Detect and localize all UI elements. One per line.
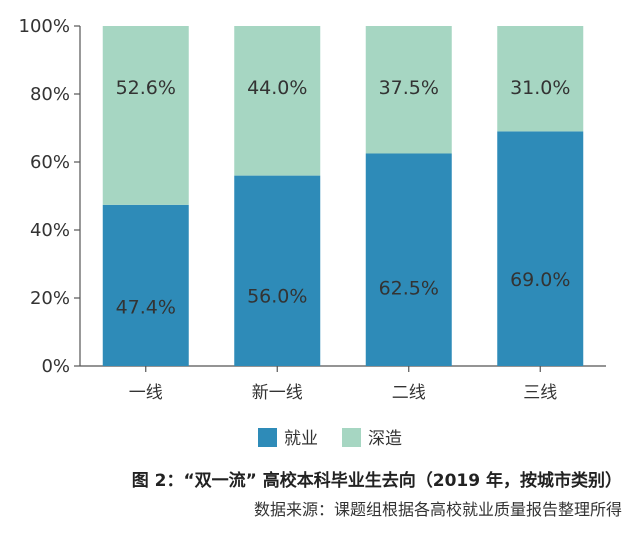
y-tick-label: 80% <box>30 84 70 105</box>
data-label: 47.4% <box>116 296 176 318</box>
x-tick-label: 一线 <box>129 383 163 403</box>
y-tick-label: 100% <box>19 16 70 37</box>
legend: 就业 深造 <box>258 428 402 449</box>
bars <box>102 26 584 366</box>
legend-swatch <box>342 428 361 447</box>
data-label: 37.5% <box>379 77 439 99</box>
data-label: 56.0% <box>247 286 307 308</box>
bar-employment <box>102 204 189 366</box>
data-source-note: 数据来源：课题组根据各高校就业质量报告整理所得 <box>253 500 622 519</box>
data-label: 44.0% <box>247 77 307 99</box>
x-tick-label: 新一线 <box>252 383 303 403</box>
data-label: 31.0% <box>510 77 570 99</box>
figure-caption: 图 2：“双一流” 高校本科毕业生去向（2019 年，按城市类别） <box>131 471 622 491</box>
y-tick-label: 0% <box>41 356 70 377</box>
y-tick-label: 60% <box>30 152 70 173</box>
x-tick-label: 三线 <box>523 383 557 403</box>
data-label: 62.5% <box>379 277 439 299</box>
legend-label: 就业 <box>284 429 318 449</box>
data-label: 69.0% <box>510 269 570 291</box>
data-label: 52.6% <box>116 77 176 99</box>
legend-label: 深造 <box>368 429 402 449</box>
x-tick-label: 二线 <box>392 383 426 403</box>
bar-employment <box>234 175 321 366</box>
y-tick-label: 40% <box>30 220 70 241</box>
bar-further-study <box>365 26 452 154</box>
bar-further-study <box>234 26 321 176</box>
bar-employment <box>497 131 584 366</box>
bar-further-study <box>497 26 584 132</box>
legend-swatch <box>258 428 277 447</box>
bar-further-study <box>102 26 189 205</box>
bar-employment <box>365 153 452 366</box>
axes: 0% 20% 40% 60% 80% 100% 一线 新一线 二线 三线 <box>19 16 606 403</box>
y-tick-label: 20% <box>30 288 70 309</box>
data-labels: 47.4% 52.6% 56.0% 44.0% 62.5% 37.5% 69.0% 31.0% <box>116 77 571 318</box>
stacked-bar-chart: 0% 20% 40% 60% 80% 100% 一线 新一线 二线 三线 47.4% 52.6% 56… <box>19 16 606 449</box>
